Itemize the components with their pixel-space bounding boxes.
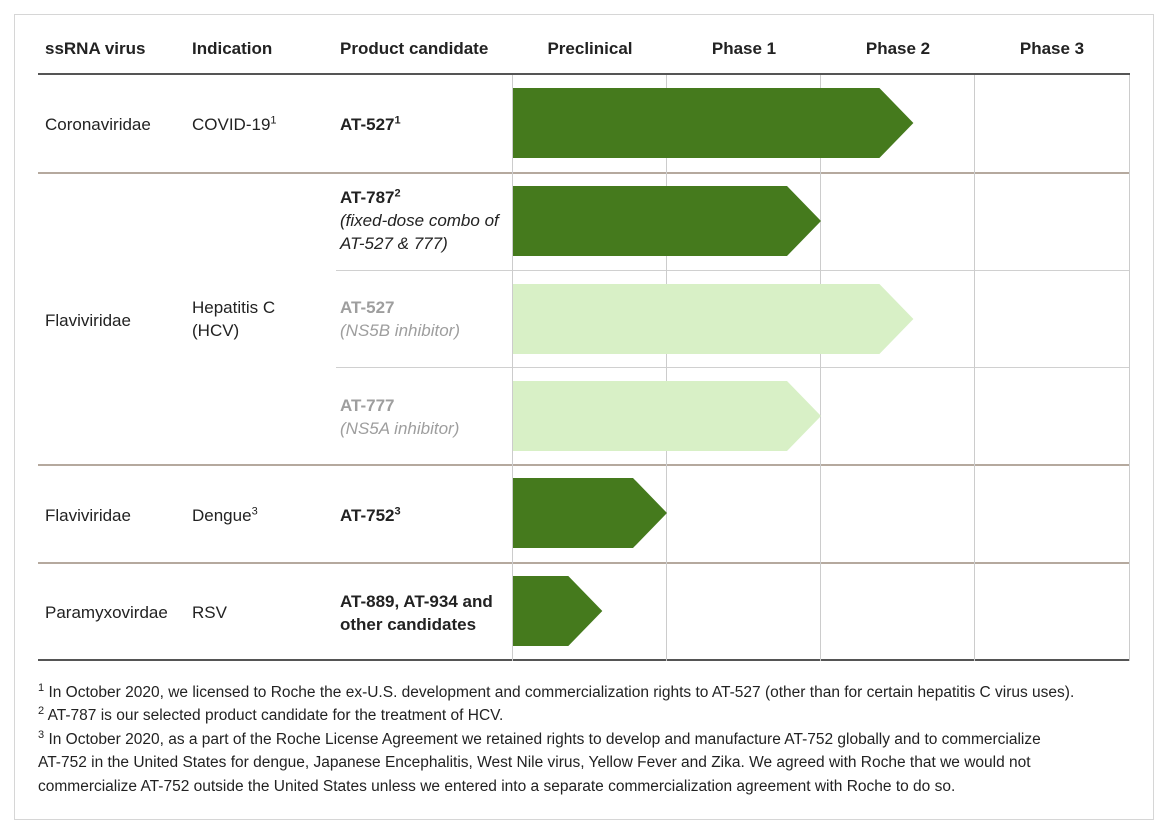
virus-flaviviridae: Flaviviridae <box>45 506 131 525</box>
stage-gridline <box>820 75 821 661</box>
progress-arrow-at777-ns5a <box>513 381 821 451</box>
indication-covid19: COVID-191 <box>192 114 277 134</box>
candidate-at527-ns5b: AT-527 (NS5B inhibitor) <box>340 298 460 340</box>
header-rule <box>38 73 1130 75</box>
row-divider <box>38 562 1130 564</box>
virus-coronaviridae: Coronaviridae <box>45 115 151 134</box>
indication-dengue: Dengue3 <box>192 505 258 525</box>
indication-hepatitis-c: Hepatitis C (HCV) <box>192 298 276 340</box>
footnote-3-cont: AT-752 in the United States for dengue, … <box>38 754 1031 771</box>
candidate-at777-ns5a: AT-777 (NS5A inhibitor) <box>340 396 460 438</box>
stage-gridline <box>1129 75 1130 661</box>
stage-gridline <box>974 75 975 661</box>
progress-arrow-at752 <box>513 478 667 548</box>
candidate-at787: AT-7872 (fixed-dose combo of AT-527 & 77… <box>340 187 499 253</box>
virus-flaviviridae: Flaviviridae <box>45 311 131 330</box>
virus-paramyxovirdae: Paramyxovirdae <box>45 603 168 622</box>
stage-gridline <box>512 75 513 661</box>
header-phase-2: Phase 2 <box>865 39 931 58</box>
indication-rsv: RSV <box>192 603 227 622</box>
sub-row-divider <box>336 270 1130 271</box>
header-preclinical: Preclinical <box>547 39 633 58</box>
candidate-at527-covid: AT-5271 <box>340 114 401 134</box>
candidate-at889-at934: AT-889, AT-934 and other candidates <box>340 592 493 634</box>
bottom-rule <box>38 659 1130 661</box>
header-phase-1: Phase 1 <box>711 39 777 58</box>
footnote-1: 1 In October 2020, we licensed to Roche … <box>38 681 1075 701</box>
header-ssrna-virus: ssRNA virus <box>45 39 146 58</box>
header-indication: Indication <box>192 39 273 58</box>
progress-arrow-at527-ns5b <box>513 284 914 354</box>
figure-frame <box>14 14 1154 820</box>
footnote-3-cont: commercialize AT-752 outside the United … <box>38 778 956 795</box>
progress-arrow-at889-at934 <box>513 576 603 646</box>
footnote-3: 3 In October 2020, as a part of the Roch… <box>38 728 1041 748</box>
stage-gridline <box>666 75 667 661</box>
header-phase-3: Phase 3 <box>1019 39 1085 58</box>
row-divider <box>38 464 1130 466</box>
row-divider <box>38 172 1130 174</box>
progress-arrow-at527-covid <box>513 88 914 158</box>
sub-row-divider <box>336 367 1130 368</box>
header-product-candidate: Product candidate <box>340 39 489 58</box>
footnote-2: 2 AT-787 is our selected product candida… <box>38 704 504 724</box>
candidate-at752: AT-7523 <box>340 505 401 525</box>
progress-arrow-at787 <box>513 186 821 256</box>
